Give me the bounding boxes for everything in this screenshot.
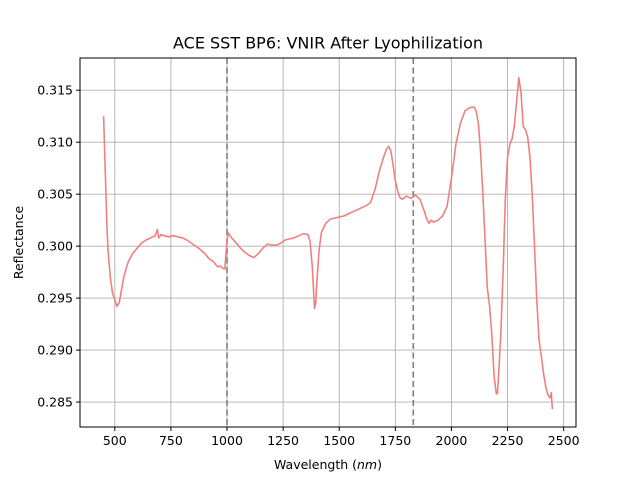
y-axis-ticks: 0.285 0.290 0.295 0.300 0.305 0.310 0.315 [37, 83, 80, 410]
y-tick-label: 0.315 [37, 83, 73, 98]
y-tick-label: 0.290 [37, 343, 73, 358]
y-axis-label: Reflectance [11, 206, 26, 280]
x-tick-label: 2250 [492, 433, 524, 448]
reflectance-series-line [102, 76, 554, 410]
y-tick-label: 0.310 [37, 135, 73, 150]
x-axis-ticks: 500 750 1000 1250 1500 1750 2000 2250 2500 [103, 427, 580, 448]
plot-frame [79, 57, 577, 428]
y-tick-label: 0.300 [37, 239, 73, 254]
x-axis-label-unit: nm [357, 457, 377, 472]
grid-lines [80, 58, 576, 427]
x-tick-label: 2500 [548, 433, 580, 448]
x-tick-label: 2000 [436, 433, 468, 448]
x-tick-label: 1750 [379, 433, 411, 448]
x-axis-label: Wavelength (nm) [274, 457, 382, 472]
y-tick-label: 0.305 [37, 187, 73, 202]
y-tick-label: 0.295 [37, 291, 73, 306]
y-tick-label: 0.285 [37, 395, 73, 410]
x-axis-label-main: Wavelength ( [274, 457, 357, 472]
x-axis-label-close: ) [377, 457, 382, 472]
chart-title: ACE SST BP6: VNIR After Lyophilization [173, 34, 483, 53]
x-tick-label: 1250 [267, 433, 299, 448]
x-tick-label: 1000 [211, 433, 243, 448]
x-tick-label: 500 [103, 433, 127, 448]
x-tick-label: 1500 [323, 433, 355, 448]
x-tick-label: 750 [159, 433, 183, 448]
